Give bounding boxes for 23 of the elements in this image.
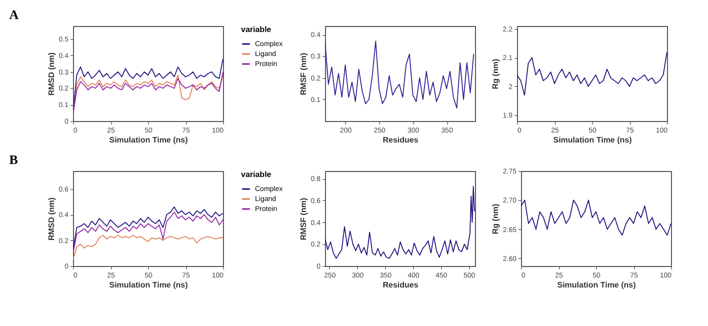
- line-series: [517, 51, 667, 96]
- y-axis-title: Rg (nm): [490, 58, 500, 90]
- y-axis-title: RMSD (nm): [46, 52, 56, 96]
- x-axis-title: Simulation Time (ns): [109, 280, 188, 290]
- chart-title: B: [9, 152, 18, 167]
- line-series: [325, 40, 474, 108]
- x-axis-title: Simulation Time (ns): [109, 136, 188, 144]
- x-axis-title: Simulation Time (ns): [553, 136, 632, 144]
- x-axis-title: Simulation Time (ns): [557, 280, 636, 290]
- chart-title: A: [9, 7, 20, 22]
- line-series: [325, 186, 475, 259]
- x-axis-title: Residues: [382, 280, 419, 290]
- y-axis-title: RMSF (nm): [298, 52, 308, 96]
- line-series: [73, 212, 223, 254]
- line-series: [73, 234, 223, 260]
- legend-title: variable: [241, 170, 272, 179]
- line-series: [521, 200, 671, 236]
- y-axis-title: Rg (nm): [490, 204, 500, 234]
- y-axis-title: RMSD (nm): [46, 197, 56, 241]
- line-series: [73, 206, 223, 252]
- x-axis-title: Residues: [382, 136, 419, 144]
- y-axis-title: RMSF (nm): [298, 198, 308, 240]
- legend-title: variable: [241, 25, 272, 34]
